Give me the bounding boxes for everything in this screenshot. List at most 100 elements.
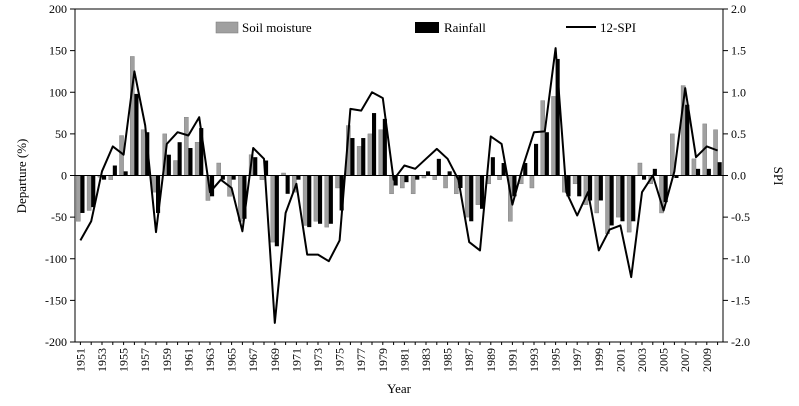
soil-moisture-bar: [367, 133, 373, 176]
legend-label-12-spi: 12-SPI: [600, 20, 636, 35]
soil-moisture-bar: [464, 175, 470, 218]
y-tick-label: -150: [45, 293, 67, 307]
x-tick-label: 1973: [311, 348, 325, 372]
rainfall-bar: [544, 132, 549, 176]
x-tick-label: 2007: [678, 348, 692, 372]
rainfall-bar: [717, 162, 722, 176]
soil-moisture-bar: [551, 96, 556, 176]
x-tick-label: 1957: [138, 348, 152, 372]
rainfall-bar: [285, 175, 290, 194]
soil-moisture-bar: [432, 175, 438, 180]
rainfall-bar: [696, 168, 701, 176]
rainfall-bar: [588, 175, 593, 201]
soil-moisture-bar: [184, 117, 189, 176]
rainfall-bar: [426, 171, 431, 176]
legend-label-rainfall: Rainfall: [444, 20, 486, 35]
rainfall-bar: [231, 175, 236, 180]
x-tick-label: 1955: [117, 348, 131, 372]
rainfall-bar: [447, 171, 452, 176]
y-axis-label: Departure (%): [14, 139, 29, 214]
rainfall-bar: [188, 148, 193, 176]
y-tick-label: -200: [45, 335, 67, 349]
soil-moisture-bar: [335, 175, 340, 189]
rainfall-bar: [210, 175, 215, 197]
x-tick-label: 1993: [527, 348, 541, 372]
rainfall-bar: [620, 175, 625, 222]
rainfall-bar: [598, 175, 603, 201]
soil-moisture-bar: [173, 160, 178, 176]
soil-moisture-bar: [713, 129, 718, 176]
rainfall-bar: [706, 168, 711, 176]
legend-swatch-rainfall: [415, 22, 439, 33]
soil-moisture-bar: [140, 129, 146, 176]
rainfall-bar: [307, 175, 312, 228]
rainfall-bar: [404, 175, 409, 183]
soil-moisture-bar: [356, 146, 362, 176]
rainfall-bar: [80, 175, 85, 213]
rainfall-bar: [685, 104, 690, 176]
spi-line-group: [79, 47, 718, 324]
x-tick-label: 1959: [160, 348, 174, 372]
x-tick-label: 1983: [419, 348, 433, 372]
rainfall-bar: [674, 175, 679, 178]
soil-moisture-bar: [691, 158, 697, 176]
soil-moisture-bar: [194, 141, 200, 176]
rainfall-bar: [609, 175, 614, 226]
x-tick-label: 1953: [95, 348, 109, 372]
rainfall-bar: [112, 165, 117, 176]
y2-tick-label: 2.0: [731, 2, 746, 16]
legend: Soil moisture Rainfall 12-SPI: [215, 20, 636, 35]
x-tick-label: 1995: [549, 348, 563, 372]
x-tick-label: 1965: [225, 348, 239, 372]
legend-swatch-soil-moisture: [215, 21, 239, 34]
rainfall-bar: [663, 175, 668, 203]
soil-moisture-bar: [270, 175, 276, 243]
rainfall-bar: [631, 175, 636, 222]
x-tick-label: 1961: [181, 348, 195, 372]
rainfall-bar: [134, 93, 139, 176]
y-axis-left: -200 -150 -100 -50 0 50 100 150 200: [45, 2, 75, 349]
rainfall-bar: [123, 171, 128, 176]
rainfall-bar: [458, 175, 463, 188]
x-axis: 1951 1953 1955 1957 1959 1961 1963 1965 1967 1969…: [73, 342, 719, 372]
y-tick-label: 200: [49, 2, 67, 16]
x-axis-label: Year: [387, 381, 412, 396]
y-tick-label: -100: [45, 252, 67, 266]
x-tick-label: 1979: [376, 348, 390, 372]
x-tick-label: 1963: [203, 348, 217, 372]
rainfall-bar: [652, 168, 657, 176]
y-tick-label: -50: [51, 210, 67, 224]
y2-tick-label: 1.0: [731, 85, 746, 99]
soil-moisture-bar: [540, 100, 545, 176]
y-tick-label: 100: [49, 85, 67, 99]
y-tick-label: 150: [49, 44, 67, 58]
rainfall-bar: [382, 118, 387, 176]
soil-moisture-bar: [497, 175, 502, 180]
rainfall-bar: [177, 142, 182, 176]
soil-moisture-bar: [324, 175, 330, 228]
rainfall-bar: [220, 175, 225, 180]
y2-tick-label: -0.5: [731, 210, 750, 224]
soil-moisture-bar: [86, 175, 92, 211]
x-tick-label: 1997: [570, 348, 584, 372]
rainfall-bar: [534, 143, 539, 176]
soil-moisture-bar: [605, 175, 610, 234]
soil-moisture-bar: [76, 175, 81, 222]
soil-moisture-bar: [475, 175, 481, 205]
soil-moisture-bar: [626, 175, 632, 233]
x-tick-label: 1967: [246, 348, 260, 372]
soil-moisture-bar: [378, 129, 384, 176]
y-tick-label: 0: [61, 169, 67, 183]
rainfall-bar: [566, 175, 571, 197]
y2-tick-label: 0.0: [731, 169, 746, 183]
x-tick-label: 1985: [441, 348, 455, 372]
rainfall-bar: [501, 163, 506, 176]
x-tick-label: 2003: [635, 348, 649, 372]
rainfall-bar: [642, 175, 647, 180]
x-tick-label: 1987: [462, 348, 476, 372]
rainfall-bar: [339, 175, 344, 211]
x-tick-label: 1951: [73, 348, 87, 372]
y-axis-right: -2.0 -1.5 -1.0 -0.5 0.0 0.5 1.0 1.5 2.0: [723, 2, 750, 349]
x-tick-label: 1969: [268, 348, 282, 372]
rainfall-bar: [577, 175, 582, 197]
